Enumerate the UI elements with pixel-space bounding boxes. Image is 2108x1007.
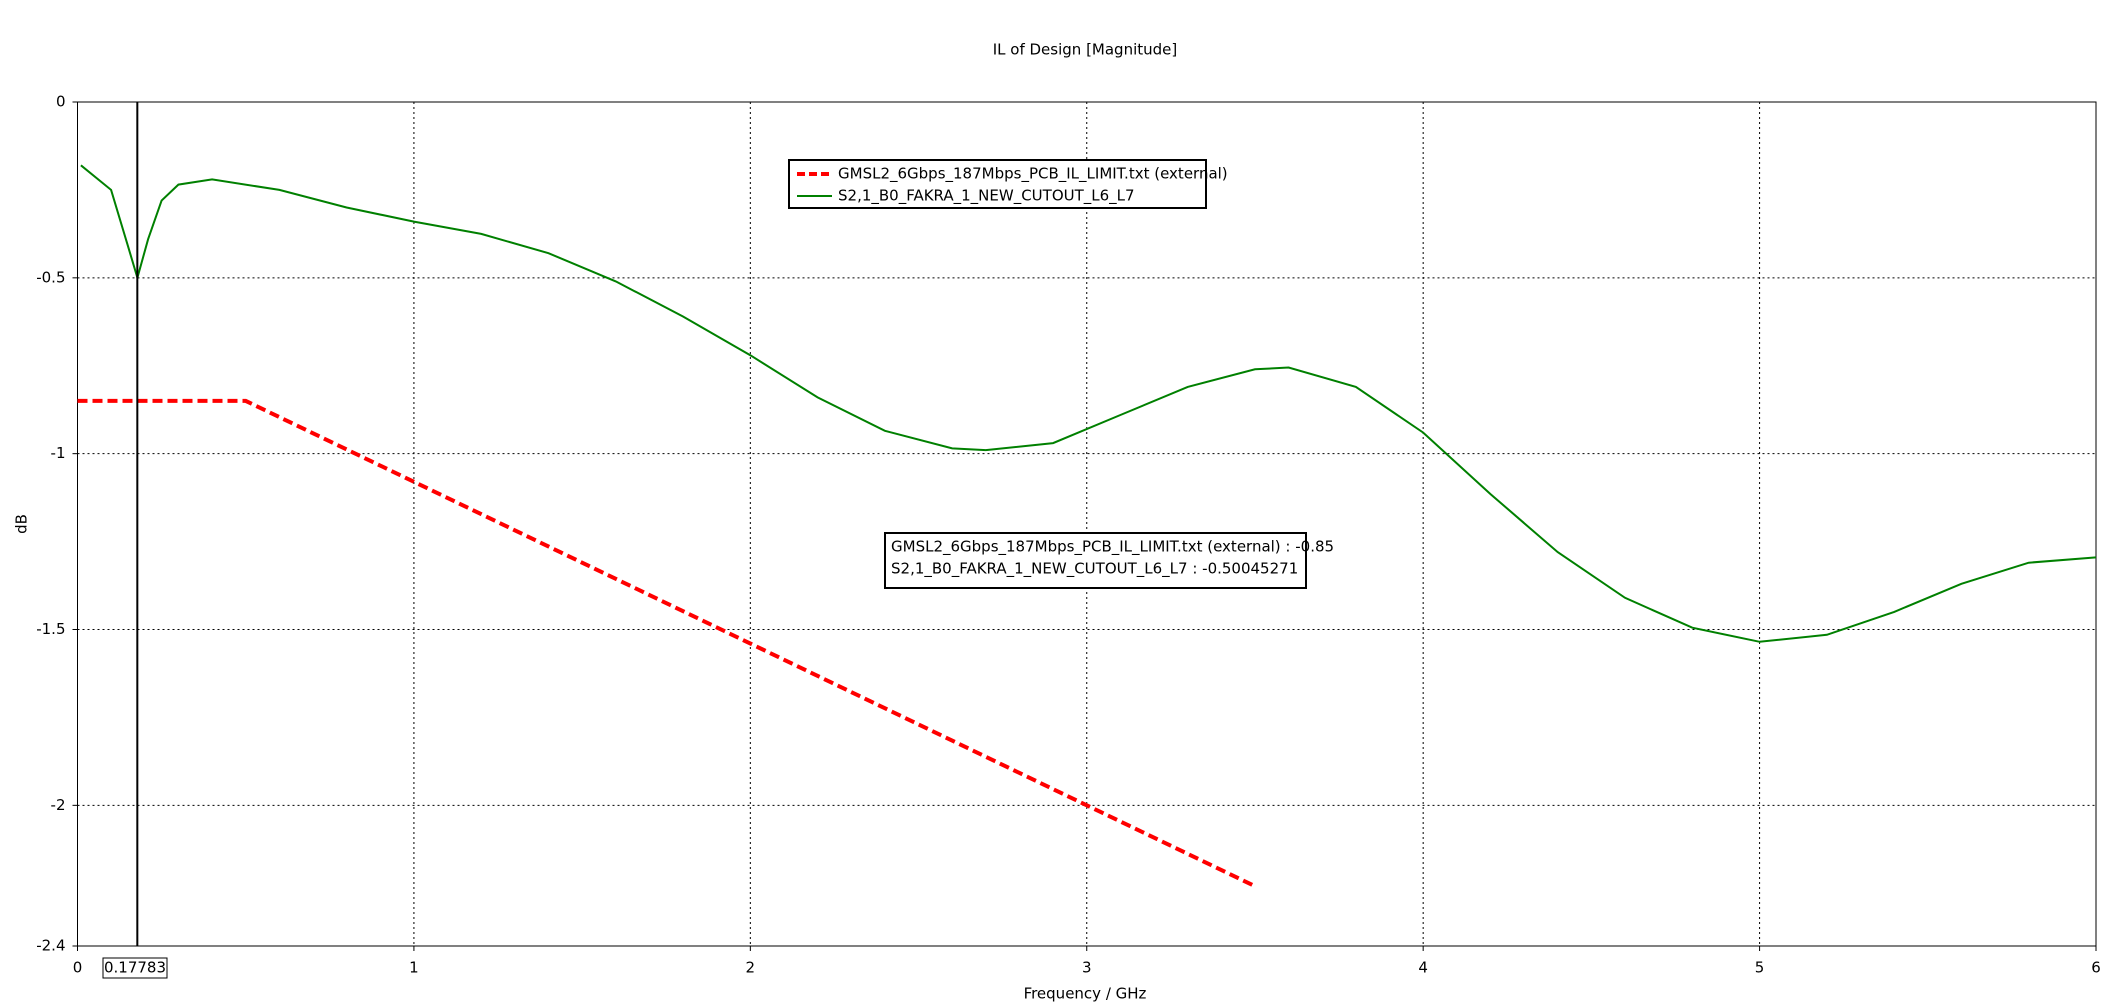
y-tick-label: -1.5 [36,620,65,638]
y-tick-label: 0 [56,93,66,111]
readout-box [884,532,1307,589]
y-tick-label: -1 [51,444,66,462]
plot-frame [77,101,2097,947]
y-tick-label: -2 [51,796,66,814]
y-tick-label: -2.4 [36,937,65,955]
readout-label: GMSL2_6Gbps_187Mbps_PCB_IL_LIMIT.txt (ex… [891,538,1334,557]
x-tick-label: 5 [1755,959,1765,977]
cursor-label: 0.17783 [104,959,166,977]
cursor-label-box [102,957,168,979]
x-tick-label: 4 [1418,959,1428,977]
legend-label: GMSL2_6Gbps_187Mbps_PCB_IL_LIMIT.txt (ex… [838,165,1228,184]
legend-box [788,159,1207,209]
series-line [80,164,2097,643]
x-tick-label: 0 [73,959,83,977]
x-axis-label: Frequency / GHz [1024,985,1147,1003]
chart-title: IL of Design [Magnitude] [993,41,1178,59]
x-tick-label: 6 [2091,959,2101,977]
x-tick-label: 1 [409,959,419,977]
y-axis-label: dB [13,514,31,534]
readout-label: S2,1_B0_FAKRA_1_NEW_CUTOUT_L6_L7 : -0.50… [891,560,1298,579]
x-tick-label: 2 [746,959,756,977]
series-line [77,398,1256,889]
y-tick-label: -0.5 [36,268,65,286]
x-tick-label: 3 [1082,959,1092,977]
legend-label: S2,1_B0_FAKRA_1_NEW_CUTOUT_L6_L7 [838,187,1135,206]
